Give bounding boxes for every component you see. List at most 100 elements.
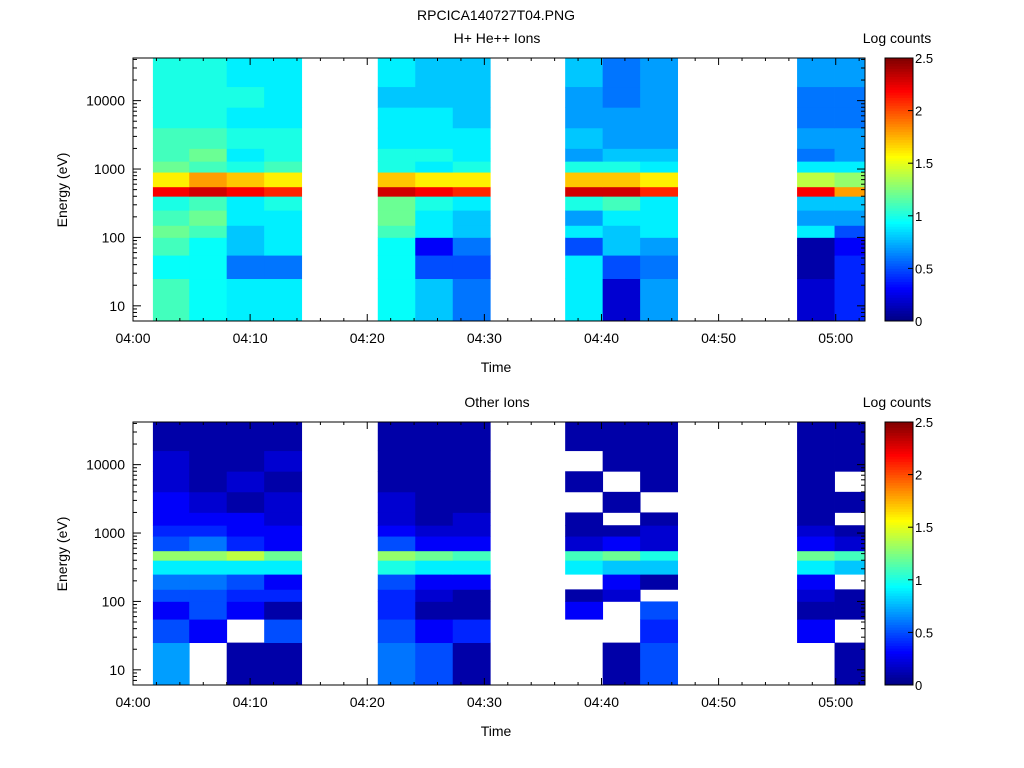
heatmap-cell bbox=[189, 161, 228, 173]
heatmap-cell bbox=[602, 210, 641, 226]
colorbar-tick-label: 1 bbox=[915, 209, 922, 224]
colorbar-segment bbox=[885, 310, 913, 314]
colorbar-segment bbox=[885, 621, 913, 626]
heatmap-cell bbox=[152, 186, 190, 197]
heatmap-cell bbox=[377, 161, 416, 173]
colorbar-segment bbox=[885, 215, 913, 219]
heatmap-cell bbox=[264, 422, 303, 452]
y-tick-label: 100 bbox=[102, 593, 126, 609]
heatmap-cell bbox=[415, 450, 454, 472]
heatmap-cell bbox=[377, 642, 416, 686]
colorbar-tick-label: 2 bbox=[915, 104, 922, 119]
colorbar-segment bbox=[885, 616, 913, 620]
heatmap-cell bbox=[377, 278, 416, 322]
heatmap-cell bbox=[565, 225, 604, 238]
colorbar-segment bbox=[885, 315, 913, 319]
heatmap-cell bbox=[152, 560, 190, 575]
heatmap-cell bbox=[834, 450, 866, 472]
colorbar-tick-label: 2.5 bbox=[915, 51, 933, 66]
colorbar-segment bbox=[885, 255, 913, 259]
heatmap-cell bbox=[834, 589, 866, 602]
heatmap-cell bbox=[415, 196, 454, 211]
heatmap-cell bbox=[452, 550, 491, 561]
heatmap-cell bbox=[226, 450, 265, 472]
colorbar-segment bbox=[885, 458, 913, 462]
heatmap-cell bbox=[377, 471, 416, 493]
heatmap-cell bbox=[152, 225, 190, 238]
colorbar-segment bbox=[885, 648, 913, 652]
heatmap-cell bbox=[452, 86, 491, 108]
heatmap-cell bbox=[452, 601, 491, 620]
heatmap-cell bbox=[602, 148, 641, 162]
heatmap-cell bbox=[415, 210, 454, 226]
heatmap-cell bbox=[152, 278, 190, 322]
heatmap-cell bbox=[152, 127, 190, 149]
heatmap-cell bbox=[834, 196, 866, 211]
heatmap-cells bbox=[152, 58, 866, 322]
x-axis-label: Time bbox=[481, 359, 512, 375]
colorbar-segment bbox=[885, 223, 913, 227]
colorbar-segment bbox=[885, 529, 913, 533]
colorbar-segment bbox=[885, 286, 913, 290]
heatmap-cell bbox=[640, 450, 679, 472]
heatmap-cell bbox=[377, 127, 416, 149]
colorbar-segment bbox=[885, 585, 913, 589]
colorbar-segment bbox=[885, 305, 913, 309]
heatmap-cell bbox=[415, 255, 454, 280]
colorbar-segment bbox=[885, 682, 913, 686]
colorbar-segment bbox=[885, 566, 913, 570]
heatmap-cell bbox=[797, 196, 835, 211]
heatmap-cell bbox=[264, 172, 303, 188]
heatmap-cell bbox=[264, 237, 303, 256]
colorbar-segment bbox=[885, 471, 913, 476]
heatmap-cell bbox=[264, 186, 303, 197]
heatmap-cell bbox=[189, 619, 228, 644]
heatmap-cell bbox=[189, 172, 228, 188]
heatmap-cell bbox=[226, 107, 265, 129]
heatmap-cell bbox=[377, 196, 416, 211]
colorbar-segment bbox=[885, 171, 913, 175]
heatmap-cell bbox=[452, 255, 491, 280]
heatmap-cell bbox=[797, 148, 835, 162]
heatmap-cell bbox=[415, 107, 454, 129]
colorbar-segment bbox=[885, 76, 913, 80]
colorbar-segment bbox=[885, 136, 913, 141]
heatmap-cell bbox=[452, 148, 491, 162]
heatmap-cell bbox=[189, 86, 228, 108]
heatmap-cell bbox=[640, 255, 679, 280]
colorbar-segment bbox=[885, 650, 913, 654]
heatmap-cell bbox=[264, 512, 303, 526]
colorbar-tick-label: 1.5 bbox=[915, 520, 933, 535]
colorbar-segment bbox=[885, 608, 913, 612]
heatmap-cell bbox=[152, 536, 190, 552]
heatmap-cell bbox=[797, 237, 835, 256]
colorbar-segment bbox=[885, 276, 913, 280]
colorbar-segment bbox=[885, 519, 913, 523]
heatmap-cell bbox=[452, 127, 491, 149]
colorbar-segment bbox=[885, 424, 913, 428]
heatmap-cell bbox=[264, 601, 303, 620]
colorbar-segment bbox=[885, 226, 913, 230]
heatmap-cell bbox=[640, 148, 679, 162]
colorbar-segment bbox=[885, 477, 913, 481]
heatmap-cell bbox=[797, 450, 835, 472]
colorbar-segment bbox=[885, 86, 913, 91]
colorbar-segment bbox=[885, 443, 913, 447]
colorbar-segment bbox=[885, 271, 913, 275]
heatmap-cell bbox=[797, 471, 835, 493]
heatmap-cell bbox=[452, 186, 491, 197]
colorbar-segment bbox=[885, 511, 913, 515]
heatmap-cell bbox=[264, 525, 303, 537]
heatmap-cell bbox=[602, 107, 641, 129]
colorbar-segment bbox=[885, 202, 913, 206]
colorbar-segment bbox=[885, 571, 913, 576]
colorbar-segment bbox=[885, 485, 913, 489]
heatmap-cell bbox=[452, 619, 491, 644]
heatmap-cell bbox=[602, 450, 641, 472]
colorbar-segment bbox=[885, 284, 913, 288]
heatmap-cell bbox=[377, 525, 416, 537]
x-tick-label: 05:00 bbox=[818, 694, 853, 710]
heatmap-cell bbox=[377, 210, 416, 226]
heatmap-cell bbox=[797, 536, 835, 552]
heatmap-cell bbox=[602, 196, 641, 211]
